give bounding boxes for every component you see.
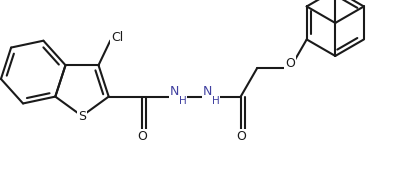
Text: O: O	[236, 130, 246, 143]
Text: N: N	[170, 85, 179, 98]
Text: H: H	[179, 96, 186, 106]
Text: O: O	[137, 130, 147, 143]
Text: O: O	[285, 57, 295, 70]
Text: Cl: Cl	[111, 31, 123, 44]
Text: N: N	[203, 85, 212, 98]
Text: H: H	[212, 96, 219, 106]
Text: S: S	[78, 109, 86, 122]
